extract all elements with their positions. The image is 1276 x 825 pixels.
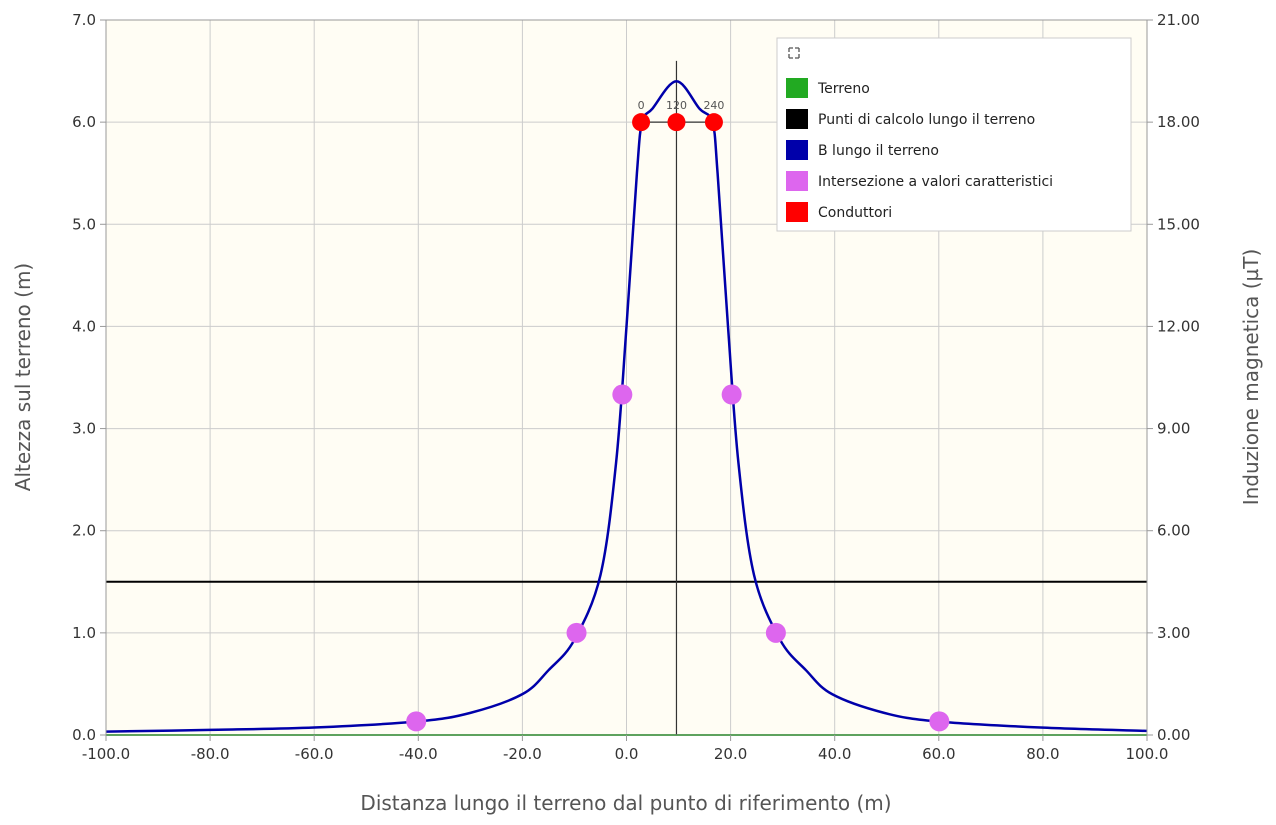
x-tick-label: 100.0: [1126, 745, 1169, 763]
y-right-tick-label: 0.00: [1157, 726, 1190, 744]
axes-layer: -100.0 -80.0 -60.0 -40.0 -20.0 0.0 20.0 40.0 60.…: [72, 11, 1200, 763]
y-right-tick-label: 3.00: [1157, 624, 1190, 642]
y-right-tick-label: 15.00: [1157, 215, 1200, 233]
characteristic-point[interactable]: [566, 622, 587, 643]
characteristic-point[interactable]: [612, 384, 633, 405]
x-tick-label: -100.0: [82, 745, 130, 763]
y-left-tick-label: 3.0: [72, 420, 96, 438]
b-curve-line: [105, 80, 1148, 733]
y-left-tick-label: 7.0: [72, 11, 96, 29]
y-right-tick-label: 21.00: [1157, 11, 1200, 29]
characteristic-point[interactable]: [765, 622, 786, 643]
legend-label: B lungo il terreno: [818, 143, 939, 159]
characteristic-point[interactable]: [406, 711, 427, 732]
conductor-label: 120: [666, 99, 687, 112]
legend-item[interactable]: B lungo il terreno: [786, 140, 939, 160]
legend-swatch: [786, 140, 808, 160]
legend-label: Intersezione a valori caratteristici: [818, 174, 1053, 190]
y-left-tick-label: 5.0: [72, 215, 96, 233]
legend-item[interactable]: Conduttori: [786, 202, 892, 222]
y-right-axis-title: Induzione magnetica (µT): [1239, 249, 1263, 506]
x-tick-label: -20.0: [503, 745, 542, 763]
legend-swatch: [786, 78, 808, 98]
legend-swatch: [786, 171, 808, 191]
legend: Terreno Punti di calcolo lungo il terreno…: [776, 37, 1132, 232]
x-tick-label: -80.0: [191, 745, 230, 763]
y-left-tick-label: 6.0: [72, 113, 96, 131]
x-axis-title: Distanza lungo il terreno dal punto di r…: [360, 791, 891, 815]
conductor-point[interactable]: [667, 113, 686, 132]
legend-label: Terreno: [817, 81, 870, 97]
x-tick-label: 60.0: [922, 745, 955, 763]
legend-item[interactable]: Terreno: [786, 78, 870, 98]
legend-item[interactable]: Intersezione a valori caratteristici: [786, 171, 1053, 191]
x-tick-label: -40.0: [399, 745, 438, 763]
y-left-axis-title: Altezza sul terreno (m): [11, 263, 35, 491]
y-left-tick-label: 2.0: [72, 522, 96, 540]
x-tick-label: -60.0: [295, 745, 334, 763]
x-tick-label: 80.0: [1026, 745, 1059, 763]
legend-swatch: [786, 202, 808, 222]
y-left-tick-label: 1.0: [72, 624, 96, 642]
characteristic-point[interactable]: [929, 711, 950, 732]
x-tick-label: 20.0: [714, 745, 747, 763]
legend-box: [776, 37, 1132, 232]
legend-label: Conduttori: [818, 205, 892, 221]
y-right-tick-label: 18.00: [1157, 113, 1200, 131]
conductor-label: 240: [703, 99, 724, 112]
legend-label: Punti di calcolo lungo il terreno: [818, 112, 1035, 128]
y-right-tick-label: 6.00: [1157, 522, 1190, 540]
x-tick-label: 40.0: [818, 745, 851, 763]
y-right-tick-label: 9.00: [1157, 420, 1190, 438]
conductor-point[interactable]: [704, 113, 723, 132]
conductor-label: 0: [638, 99, 645, 112]
y-left-tick-label: 4.0: [72, 317, 96, 335]
y-left-tick-label: 0.0: [72, 726, 96, 744]
x-tick-label: 0.0: [615, 745, 639, 763]
expand-icon[interactable]: [788, 47, 800, 59]
y-right-tick-label: 12.00: [1157, 317, 1200, 335]
conductor-point[interactable]: [632, 113, 651, 132]
legend-swatch: [786, 109, 808, 129]
characteristic-point[interactable]: [721, 384, 742, 405]
legend-item[interactable]: Punti di calcolo lungo il terreno: [786, 109, 1035, 129]
